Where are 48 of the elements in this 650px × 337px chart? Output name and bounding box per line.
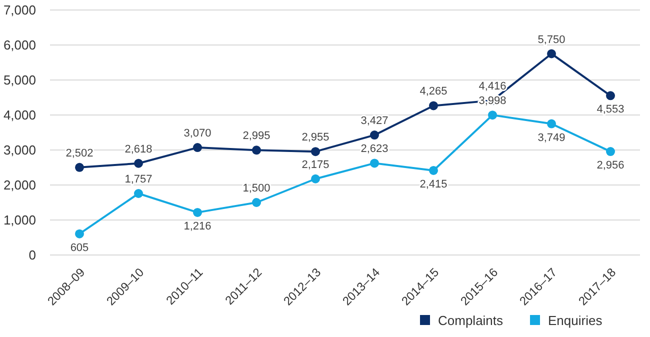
point — [429, 101, 438, 110]
point — [606, 91, 615, 100]
point — [311, 174, 320, 184]
data-label: 5,750 — [538, 34, 566, 46]
data-label: 2,995 — [242, 130, 270, 142]
point — [370, 158, 379, 168]
data-label: 605 — [70, 242, 89, 254]
y-tick-label: 4,000 — [3, 108, 36, 123]
data-label: 3,070 — [184, 128, 212, 140]
point — [134, 158, 143, 168]
y-tick-label: 6,000 — [3, 38, 36, 53]
point — [252, 198, 261, 207]
y-tick-label: 7,000 — [3, 2, 36, 18]
y-tick-label: 0 — [28, 248, 36, 263]
point — [606, 147, 615, 156]
y-tick-label: 5,000 — [3, 72, 36, 88]
data-label: 4,265 — [420, 86, 448, 98]
data-label: 4,416 — [478, 80, 506, 92]
data-label: 2,618 — [124, 143, 152, 156]
legend-label: Complaints — [438, 313, 504, 328]
data-label: 1,216 — [184, 220, 212, 232]
point — [75, 162, 84, 172]
point — [547, 119, 556, 128]
point — [252, 146, 261, 155]
point — [134, 189, 143, 198]
data-label: 2,175 — [302, 158, 330, 171]
point — [193, 208, 202, 217]
y-tick-label: 2,000 — [3, 178, 36, 193]
data-label: 4,553 — [596, 104, 624, 116]
data-label: 1,757 — [124, 174, 152, 186]
point — [488, 110, 497, 120]
data-label: 2,502 — [66, 147, 94, 160]
data-label: 2,956 — [596, 160, 624, 172]
point — [311, 147, 320, 156]
legend-label: Enquiries — [548, 313, 603, 328]
data-label: 2,415 — [420, 178, 448, 190]
point — [429, 166, 438, 175]
data-label: 2,955 — [302, 132, 330, 144]
data-label: 2,623 — [360, 143, 388, 156]
data-label: 3,749 — [538, 132, 566, 144]
y-tick-label: 1,000 — [3, 212, 36, 228]
point — [547, 49, 556, 58]
point — [370, 130, 379, 140]
data-label: 3,427 — [360, 115, 388, 128]
point — [193, 143, 202, 152]
data-label: 1,500 — [242, 182, 270, 194]
y-tick-label: 3,000 — [3, 142, 36, 158]
point — [75, 229, 84, 238]
